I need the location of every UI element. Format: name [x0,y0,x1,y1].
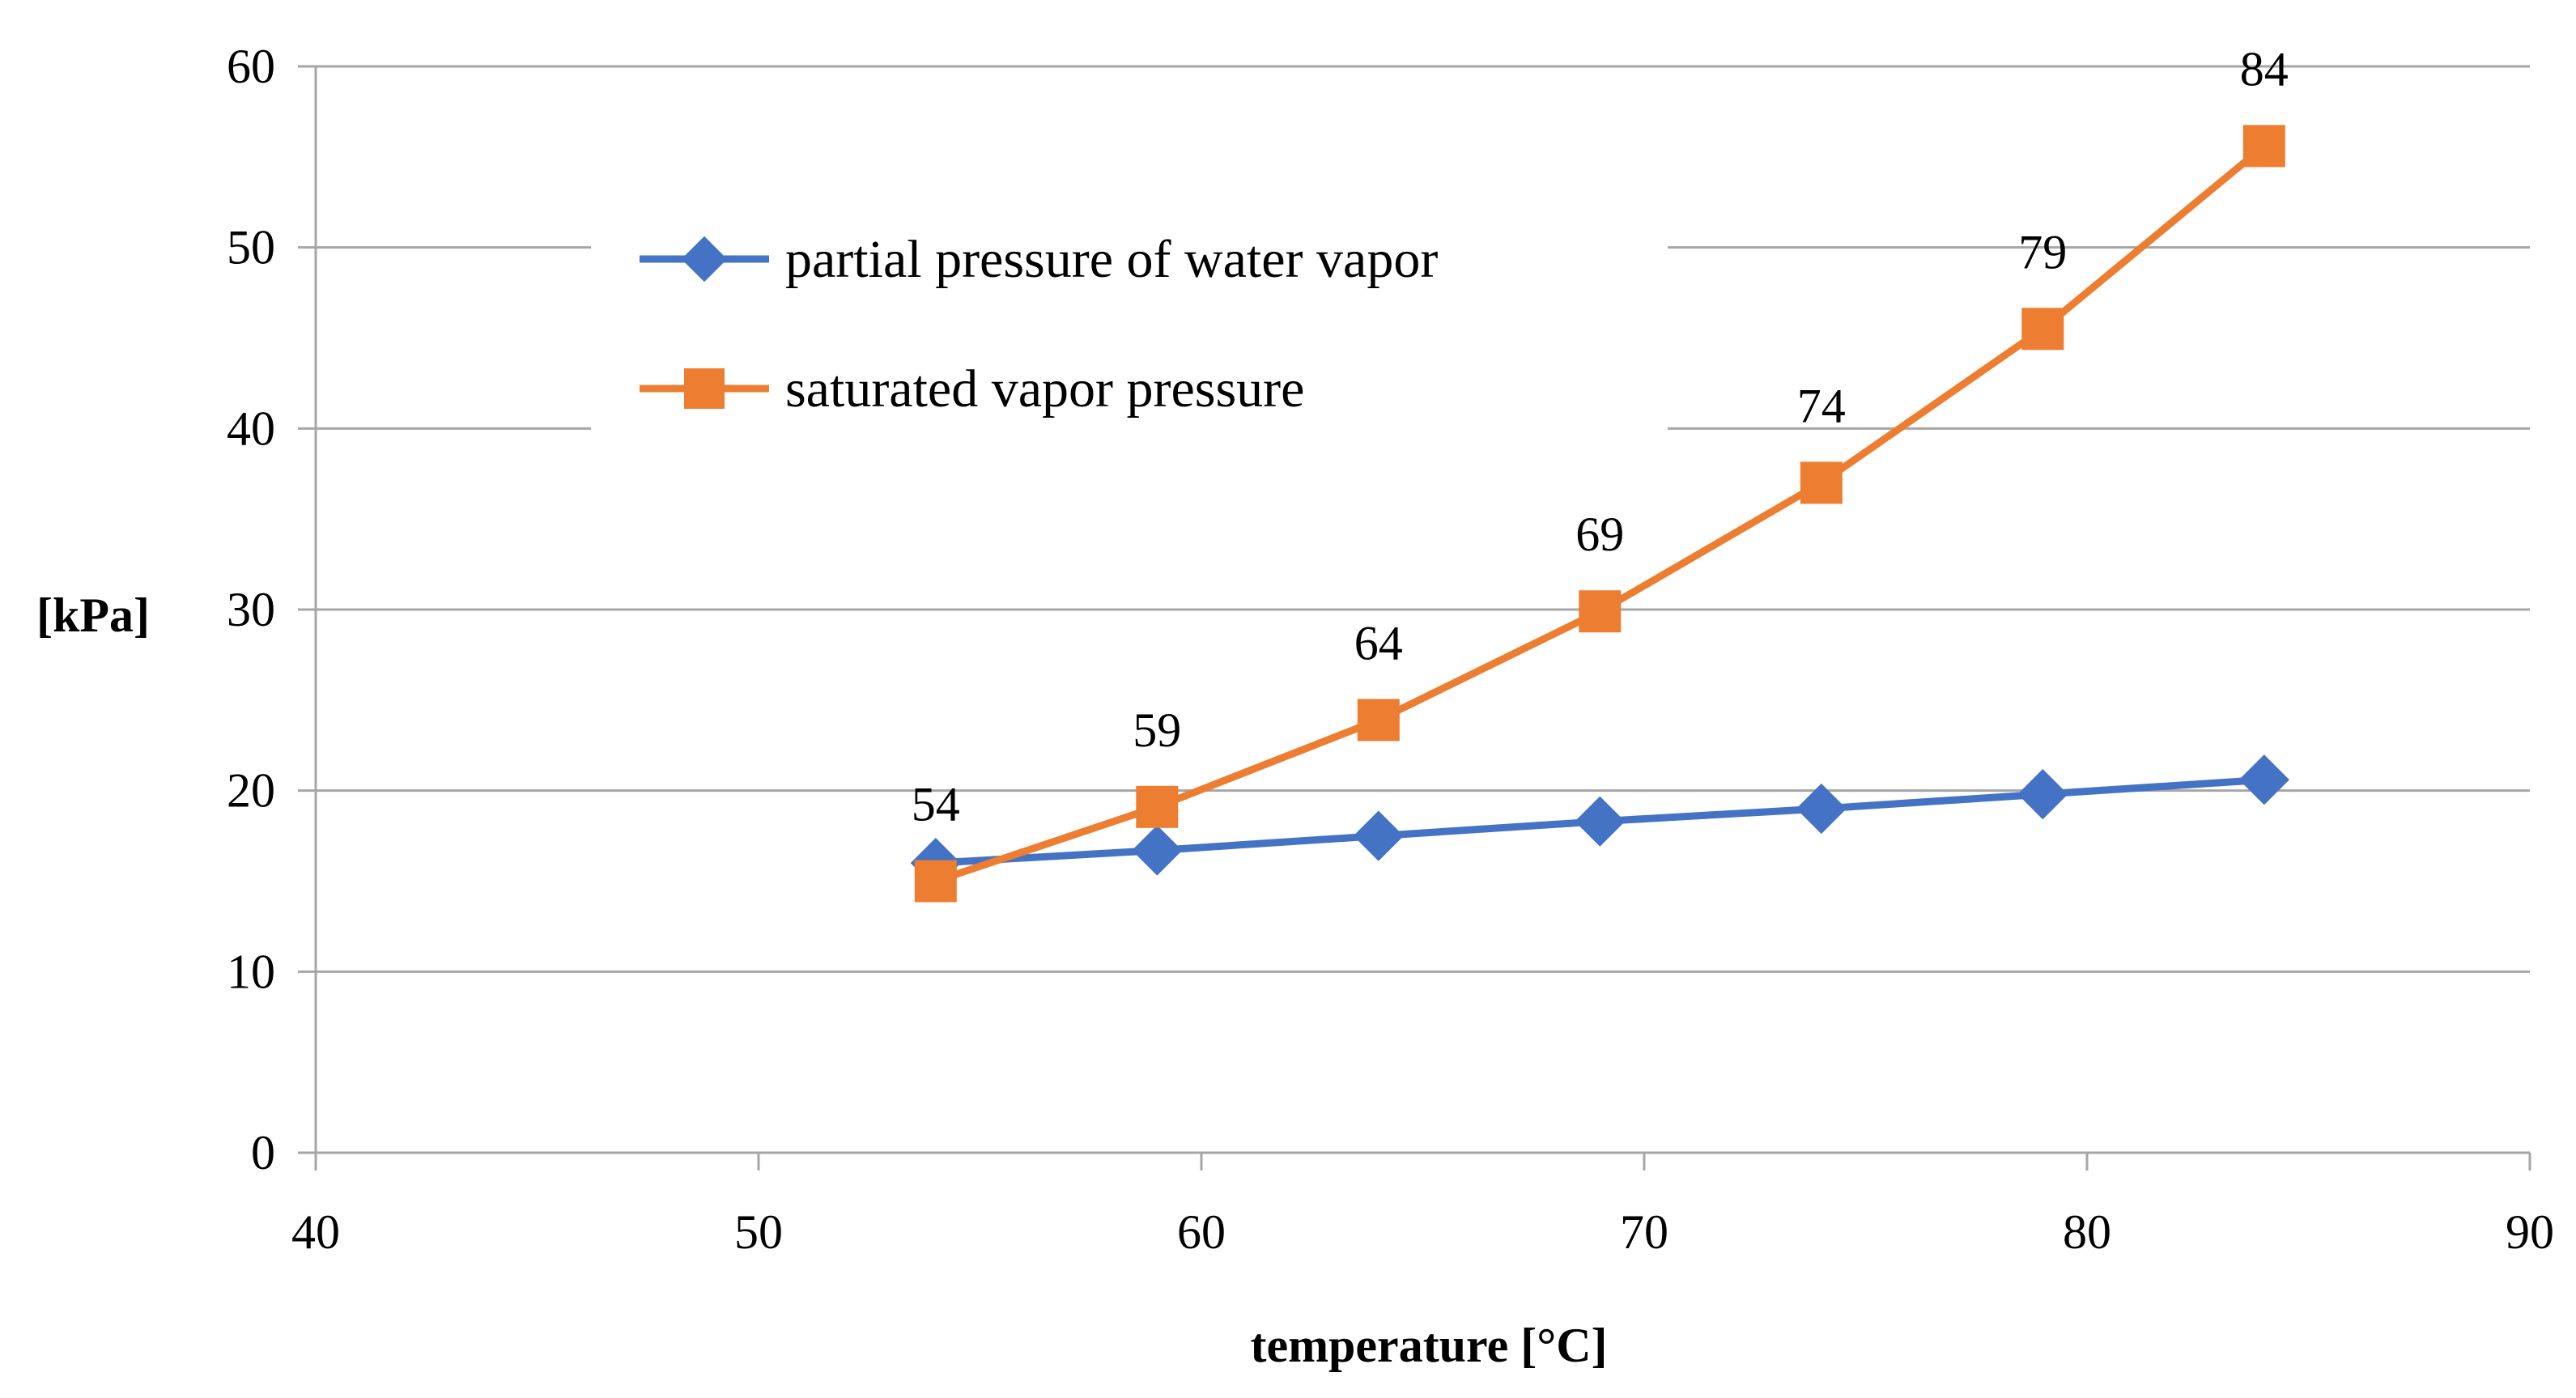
data-labels: 54 59 64 69 74 79 84 [912,42,2289,831]
point-partial-pressure-of-water-vapor-64 [1353,810,1404,861]
point-saturated-vapor-pressure-54 [914,860,957,903]
point-saturated-vapor-pressure-59 [1136,785,1179,828]
data-label-54: 54 [912,778,960,831]
data-label-79: 79 [2018,225,2067,278]
legend-background [591,202,1668,445]
x-axis-title: temperature [°C] [1250,1319,1607,1372]
data-label-84: 84 [2240,42,2289,96]
x-tick-label-50: 50 [734,1205,783,1259]
point-partial-pressure-of-water-vapor-84 [2238,754,2289,805]
point-saturated-vapor-pressure-84 [2242,125,2285,168]
legend-label-saturated: saturated vapor pressure [785,359,1304,419]
y-tick-label-30: 30 [227,583,275,636]
legend-label-partial: partial pressure of water vapor [785,230,1438,289]
x-tick-label-70: 70 [1620,1205,1668,1259]
point-saturated-vapor-pressure-74 [1800,461,1843,504]
legend-marker-saturated-icon [684,368,725,409]
y-tick-label-10: 10 [227,945,275,998]
point-saturated-vapor-pressure-69 [1579,590,1622,633]
point-partial-pressure-of-water-vapor-69 [1575,796,1626,847]
y-tick-label-40: 40 [227,402,275,455]
x-tick-label-60: 60 [1177,1205,1226,1259]
axes: 0 10 20 30 40 50 60 40 50 60 70 80 90 [227,40,2554,1259]
point-partial-pressure-of-water-vapor-59 [1132,825,1183,876]
data-label-64: 64 [1354,616,1403,669]
y-axis-title: [kPa] [36,589,150,642]
data-label-74: 74 [1797,379,1846,432]
y-tick-label-60: 60 [227,40,275,93]
point-saturated-vapor-pressure-64 [1357,699,1400,741]
legend: partial pressure of water vapor saturate… [591,202,1668,445]
point-partial-pressure-of-water-vapor-79 [2017,769,2068,820]
point-saturated-vapor-pressure-79 [2021,308,2064,351]
x-tick-label-90: 90 [2506,1205,2554,1259]
data-label-69: 69 [1575,508,1624,561]
point-partial-pressure-of-water-vapor-74 [1796,783,1847,835]
y-tick-label-0: 0 [251,1126,275,1179]
x-tick-label-80: 80 [2063,1205,2111,1259]
data-label-59: 59 [1133,703,1181,757]
y-tick-label-20: 20 [227,764,275,818]
y-tick-label-50: 50 [227,221,275,274]
x-tick-label-40: 40 [291,1205,340,1259]
